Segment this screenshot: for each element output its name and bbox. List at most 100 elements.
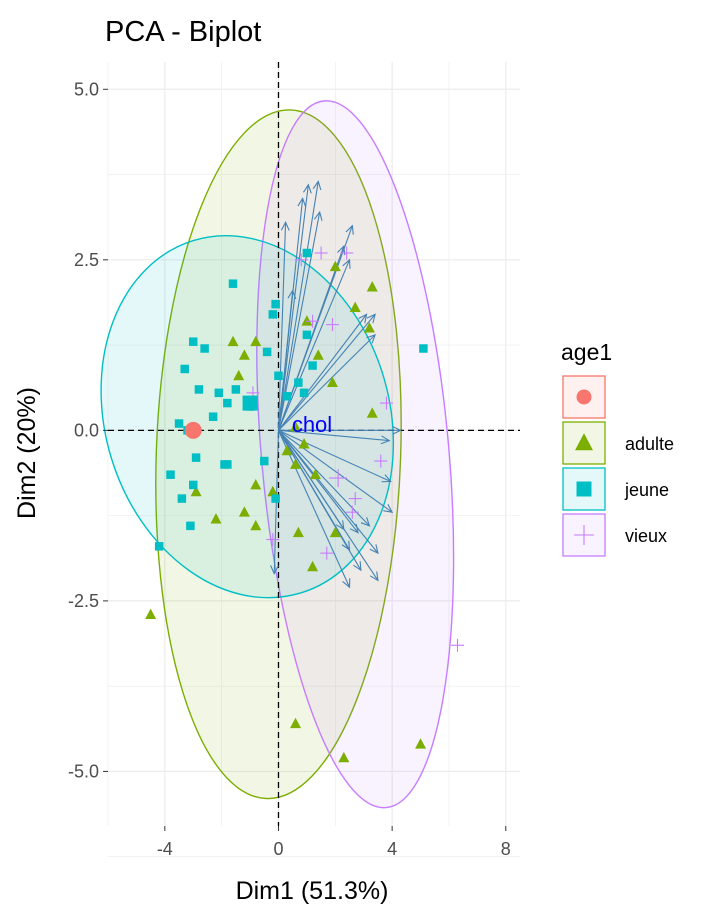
jeune-point (302, 330, 312, 340)
arrow-shaft (278, 430, 379, 554)
jeune-point (299, 388, 309, 398)
legend-key-square (576, 481, 592, 497)
arrow-head (360, 517, 371, 527)
jeune-point (186, 521, 195, 531)
x-tick-label: 0 (273, 839, 283, 859)
variable-arrow (278, 313, 376, 431)
adulte-point (309, 468, 321, 480)
legend-items: adulte jeune vieux (562, 375, 674, 557)
arrow-head (345, 224, 354, 235)
vieux-point (340, 246, 354, 260)
legend-key-plus (574, 525, 594, 545)
group-0-centroid (184, 421, 202, 439)
legend-label: vieux (625, 526, 667, 546)
jeune-point (271, 299, 280, 309)
legend-entry: adulte (562, 421, 674, 465)
jeune-centroid (242, 395, 258, 411)
legend-key-box (562, 421, 606, 465)
legend-label: adulte (625, 434, 674, 454)
arrow-head (353, 561, 362, 572)
x-axis-title: Dim1 (51.3%) (236, 877, 389, 905)
adulte-point (312, 349, 324, 360)
adulte-point (290, 458, 302, 469)
y-tick-label: -5.0 (68, 761, 99, 781)
jeune-point (228, 279, 238, 288)
adulte-point (290, 717, 302, 729)
jeune-point (180, 364, 189, 374)
legend-title: age1 (561, 339, 612, 365)
jeune-point (214, 388, 224, 398)
adulte-point (366, 281, 378, 292)
arrow-head (383, 504, 394, 513)
adulte-point (290, 421, 302, 432)
vieux-point (345, 505, 359, 519)
adulte-point (307, 560, 319, 572)
group-centroids (184, 395, 348, 488)
arrow-head (287, 289, 297, 300)
arrow-head (380, 435, 391, 445)
y-tick-label: 2.5 (74, 250, 99, 270)
arrow-head (312, 180, 322, 191)
jeune-point (177, 494, 187, 503)
arrow-shaft (278, 429, 391, 483)
x-tick-label: 8 (501, 839, 511, 859)
arrow-head (280, 221, 290, 231)
arrow-shaft (278, 429, 390, 442)
plot-area: chol (100, 62, 520, 857)
adulte-point (267, 485, 279, 497)
jeune-point (419, 344, 428, 353)
jeune-point (174, 419, 184, 428)
adulte-point (238, 506, 250, 517)
vieux-point (450, 638, 464, 652)
adulte-point (349, 301, 361, 313)
arrow-head (297, 197, 307, 208)
legend-label: jeune (624, 480, 669, 500)
legend-entry: vieux (562, 513, 667, 557)
jeune-point (294, 378, 303, 387)
legend-entry: jeune (562, 467, 669, 511)
variable-arrow (278, 313, 368, 431)
adulte-point (250, 519, 262, 531)
jeune-point (231, 385, 241, 394)
vieux-point (294, 253, 308, 267)
arrow-shaft (278, 430, 362, 571)
jeune-point (154, 542, 164, 551)
x-tick-label: -4 (157, 839, 173, 859)
variable-arrow (277, 180, 322, 431)
arrow-head (358, 313, 368, 324)
arrow-head (342, 258, 351, 269)
adulte-point (415, 738, 427, 749)
arrow-head (313, 210, 323, 221)
vieux-centroid (329, 469, 348, 488)
legend-entry (562, 375, 606, 419)
variable-label: chol (292, 412, 332, 437)
arrow-shaft (277, 222, 287, 431)
variable-arrow (278, 430, 379, 582)
legend-key-box (562, 375, 606, 419)
adulte-point (301, 315, 313, 326)
adulte-point (363, 322, 375, 333)
variable-arrow (278, 429, 394, 513)
arrow-shaft (277, 181, 319, 431)
vieux-point (325, 318, 339, 332)
arrow-head (381, 474, 392, 483)
variable-arrow (278, 429, 392, 483)
jeune-point (188, 337, 198, 346)
ellipse-jeune (100, 235, 395, 599)
adulte-point (233, 369, 245, 381)
jeune-point (191, 453, 201, 462)
adulte-point (227, 335, 239, 347)
adulte-point (338, 751, 350, 763)
jeune-point (220, 460, 229, 469)
x-tick-label: 4 (387, 839, 397, 859)
jeune-point (302, 248, 312, 258)
arrow-head (392, 425, 402, 435)
adulte-point (190, 485, 202, 497)
adulte-point (326, 376, 338, 388)
jeune-point (260, 456, 269, 466)
adulte-point (145, 608, 157, 619)
variable-arrow (277, 221, 290, 431)
adulte-point (366, 407, 378, 418)
arrow-head (366, 313, 376, 324)
